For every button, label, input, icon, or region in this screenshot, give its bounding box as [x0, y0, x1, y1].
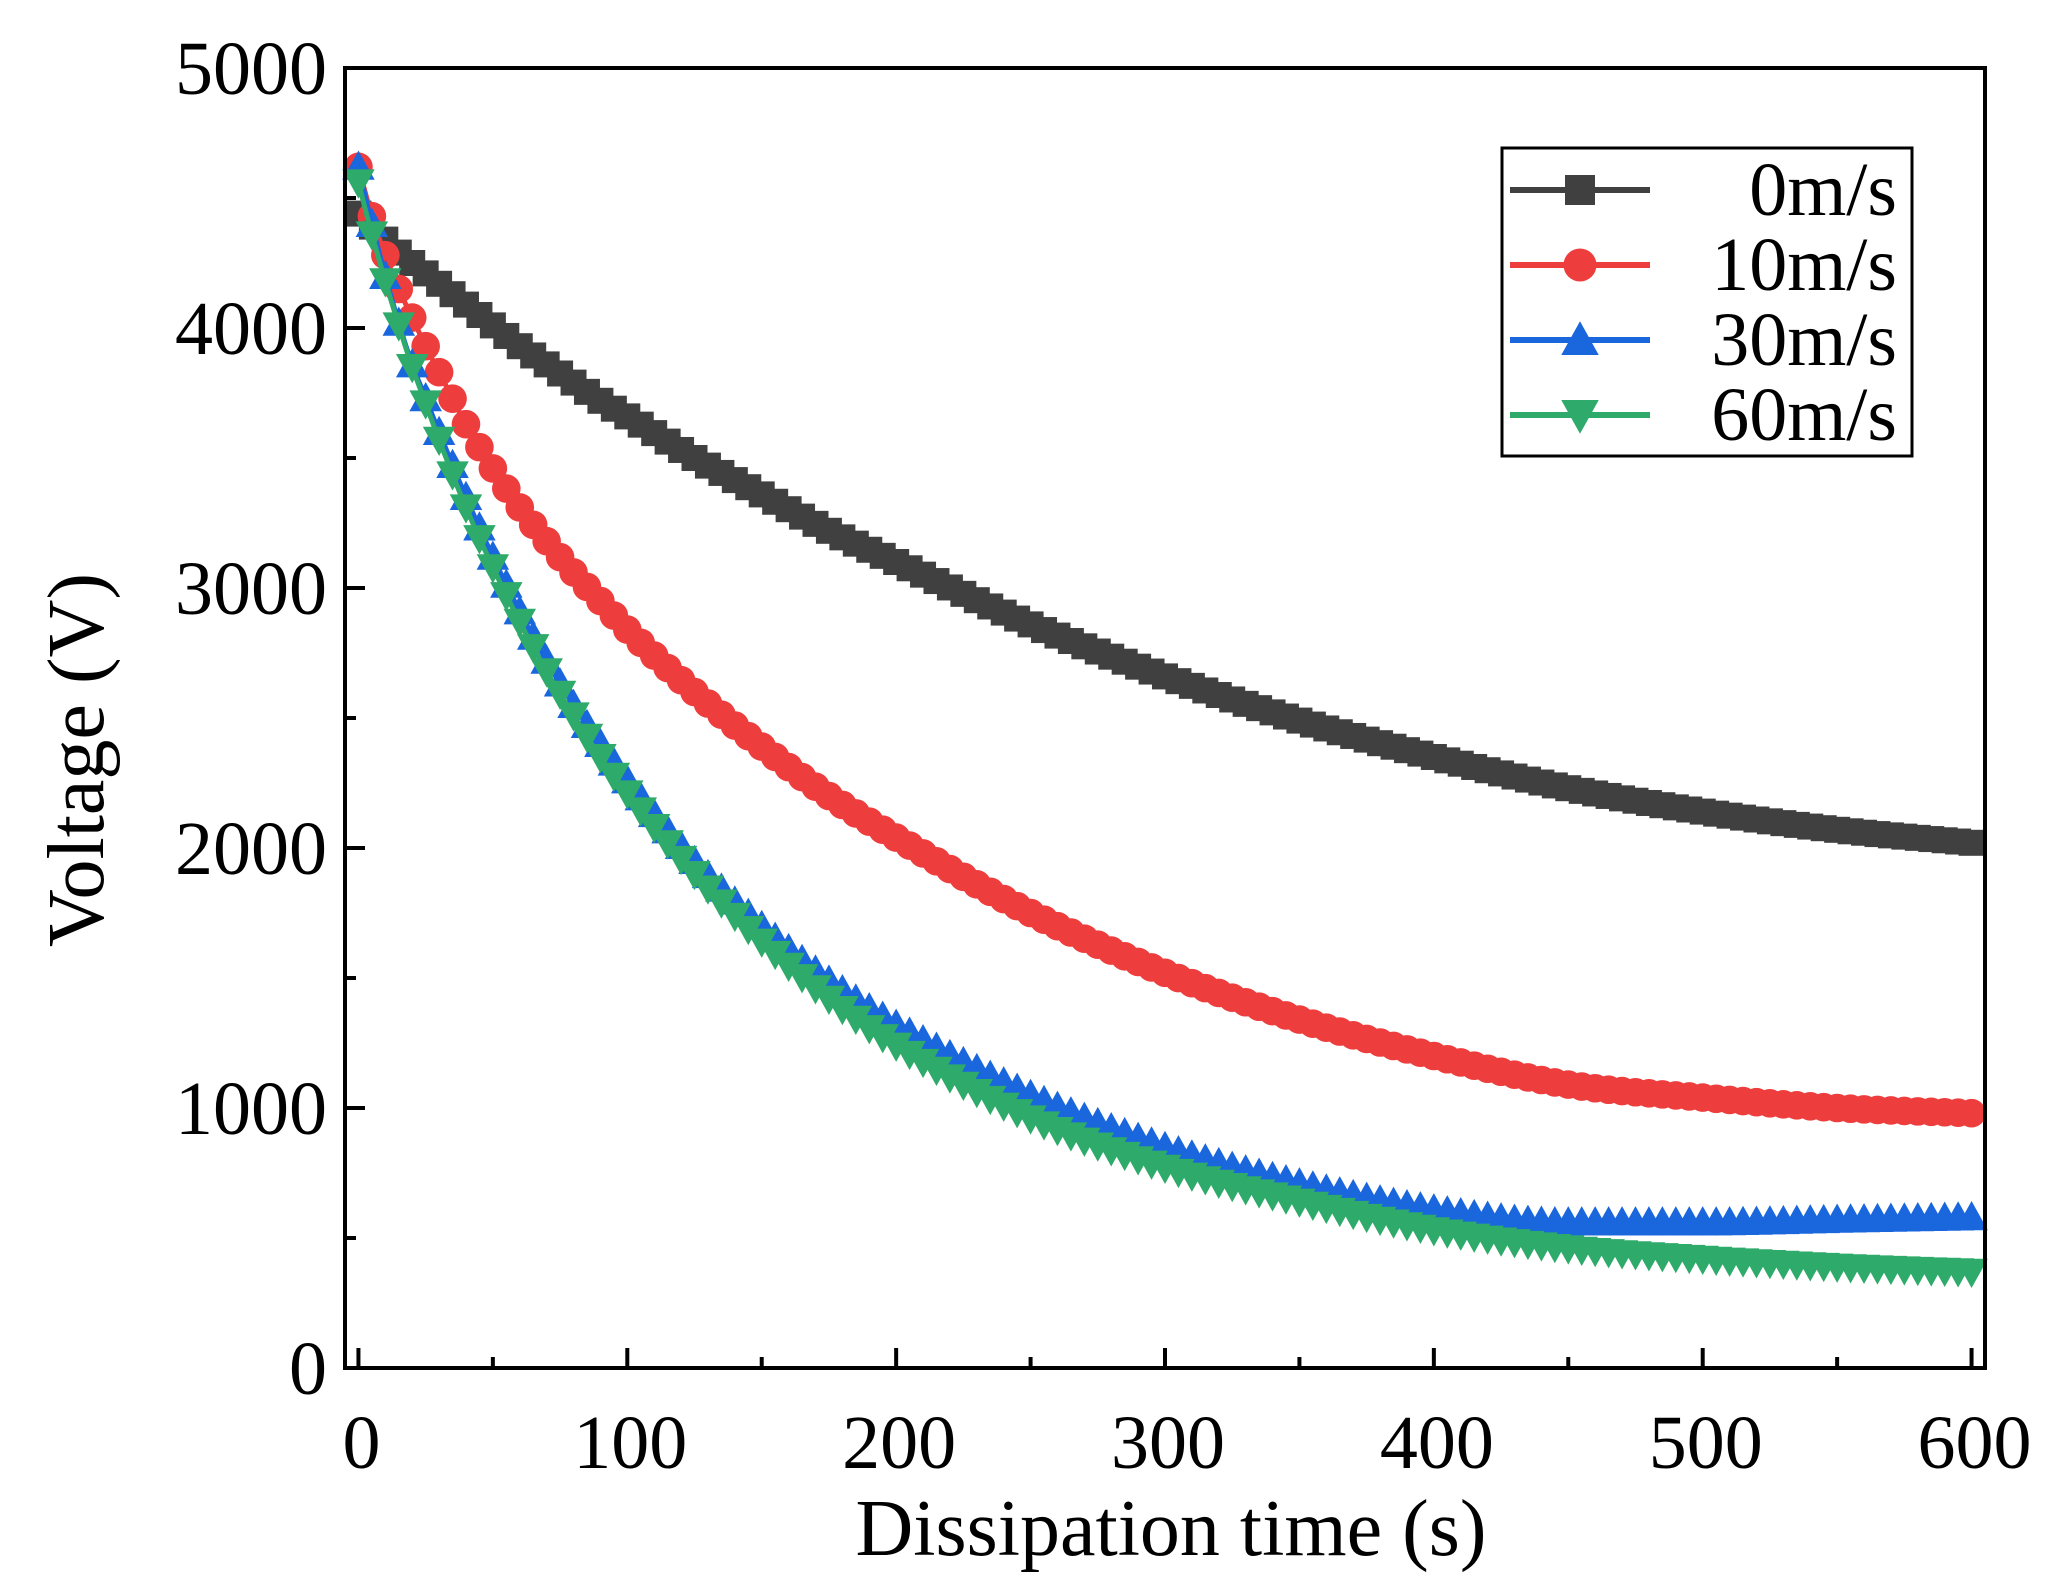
legend-marker — [1561, 321, 1599, 355]
legend-label: 60m/s — [1711, 373, 1897, 457]
legend-label: 0m/s — [1749, 148, 1897, 232]
legend-marker — [1565, 175, 1595, 205]
data-point — [584, 744, 617, 774]
data-point — [465, 432, 494, 462]
series-10m/s — [344, 152, 1986, 1128]
x-tick-label: 200 — [842, 1401, 956, 1485]
data-point — [1958, 829, 1985, 856]
legend-label: 30m/s — [1711, 298, 1897, 382]
data-point — [879, 1032, 913, 1062]
x-tick-label: 300 — [1111, 1401, 1225, 1485]
data-point — [1955, 1258, 1988, 1289]
legend-marker — [1563, 248, 1597, 282]
data-point — [651, 830, 684, 860]
data-point — [409, 390, 442, 420]
y-tick-label: 3000 — [175, 547, 327, 631]
data-point — [424, 357, 454, 387]
data-point — [355, 221, 389, 251]
legend-entry: 10m/s — [1510, 223, 1897, 307]
series-60m/s — [342, 169, 1988, 1289]
data-point — [1957, 1098, 1986, 1128]
y-tick-label: 2000 — [175, 807, 327, 891]
data-point — [853, 1015, 886, 1045]
data-point — [530, 658, 563, 688]
legend-entry: 30m/s — [1510, 298, 1897, 382]
x-tick-label: 600 — [1918, 1401, 2032, 1485]
data-point — [1955, 1200, 1988, 1231]
data-point — [933, 1064, 967, 1094]
data-point — [637, 814, 671, 844]
data-point — [490, 582, 523, 612]
y-axis-label: Voltage (V) — [33, 573, 121, 947]
data-point — [906, 1048, 940, 1079]
data-point — [503, 608, 537, 639]
legend-entry: 60m/s — [1510, 373, 1897, 457]
data-point — [463, 525, 496, 555]
axes-layer: 0 100 200 300 400 500 600 0 1000 2000 3000 4000 5000 — [175, 27, 2032, 1485]
data-point — [382, 312, 416, 342]
legend-label: 10m/s — [1711, 223, 1897, 307]
data-point — [866, 1024, 899, 1054]
y-tick-label: 4000 — [175, 287, 327, 371]
data-point — [438, 384, 467, 413]
data-point — [436, 461, 469, 491]
x-tick-label: 100 — [573, 1401, 687, 1485]
data-point — [557, 702, 590, 732]
data-point — [451, 409, 481, 439]
data-point — [395, 354, 429, 384]
y-tick-label: 0 — [289, 1327, 327, 1411]
data-point — [411, 331, 440, 361]
data-point — [478, 454, 508, 483]
legend-entry: 0m/s — [1510, 148, 1897, 232]
data-point — [893, 1040, 926, 1071]
data-point — [920, 1056, 953, 1086]
data-point — [543, 680, 577, 711]
x-tick-label: 0 — [342, 1401, 380, 1485]
data-point — [449, 494, 483, 524]
data-point — [422, 426, 456, 457]
data-point — [476, 554, 510, 584]
x-tick-label: 400 — [1380, 1401, 1494, 1485]
data-point — [516, 634, 550, 664]
x-axis-label: Dissipation time (s) — [855, 1485, 1486, 1573]
series-layer — [342, 150, 1988, 1289]
data-point — [570, 723, 604, 753]
data-point — [342, 169, 375, 199]
data-point — [664, 845, 698, 876]
legend-marker — [1561, 400, 1599, 434]
data-point — [369, 268, 402, 298]
series-0m/s — [345, 200, 1985, 856]
y-tick-label: 1000 — [175, 1067, 327, 1151]
data-point — [624, 797, 657, 827]
y-tick-label: 5000 — [175, 27, 327, 111]
x-tick-label: 500 — [1649, 1401, 1763, 1485]
data-point — [611, 780, 644, 810]
data-point — [597, 762, 631, 793]
data-point — [839, 1005, 873, 1036]
